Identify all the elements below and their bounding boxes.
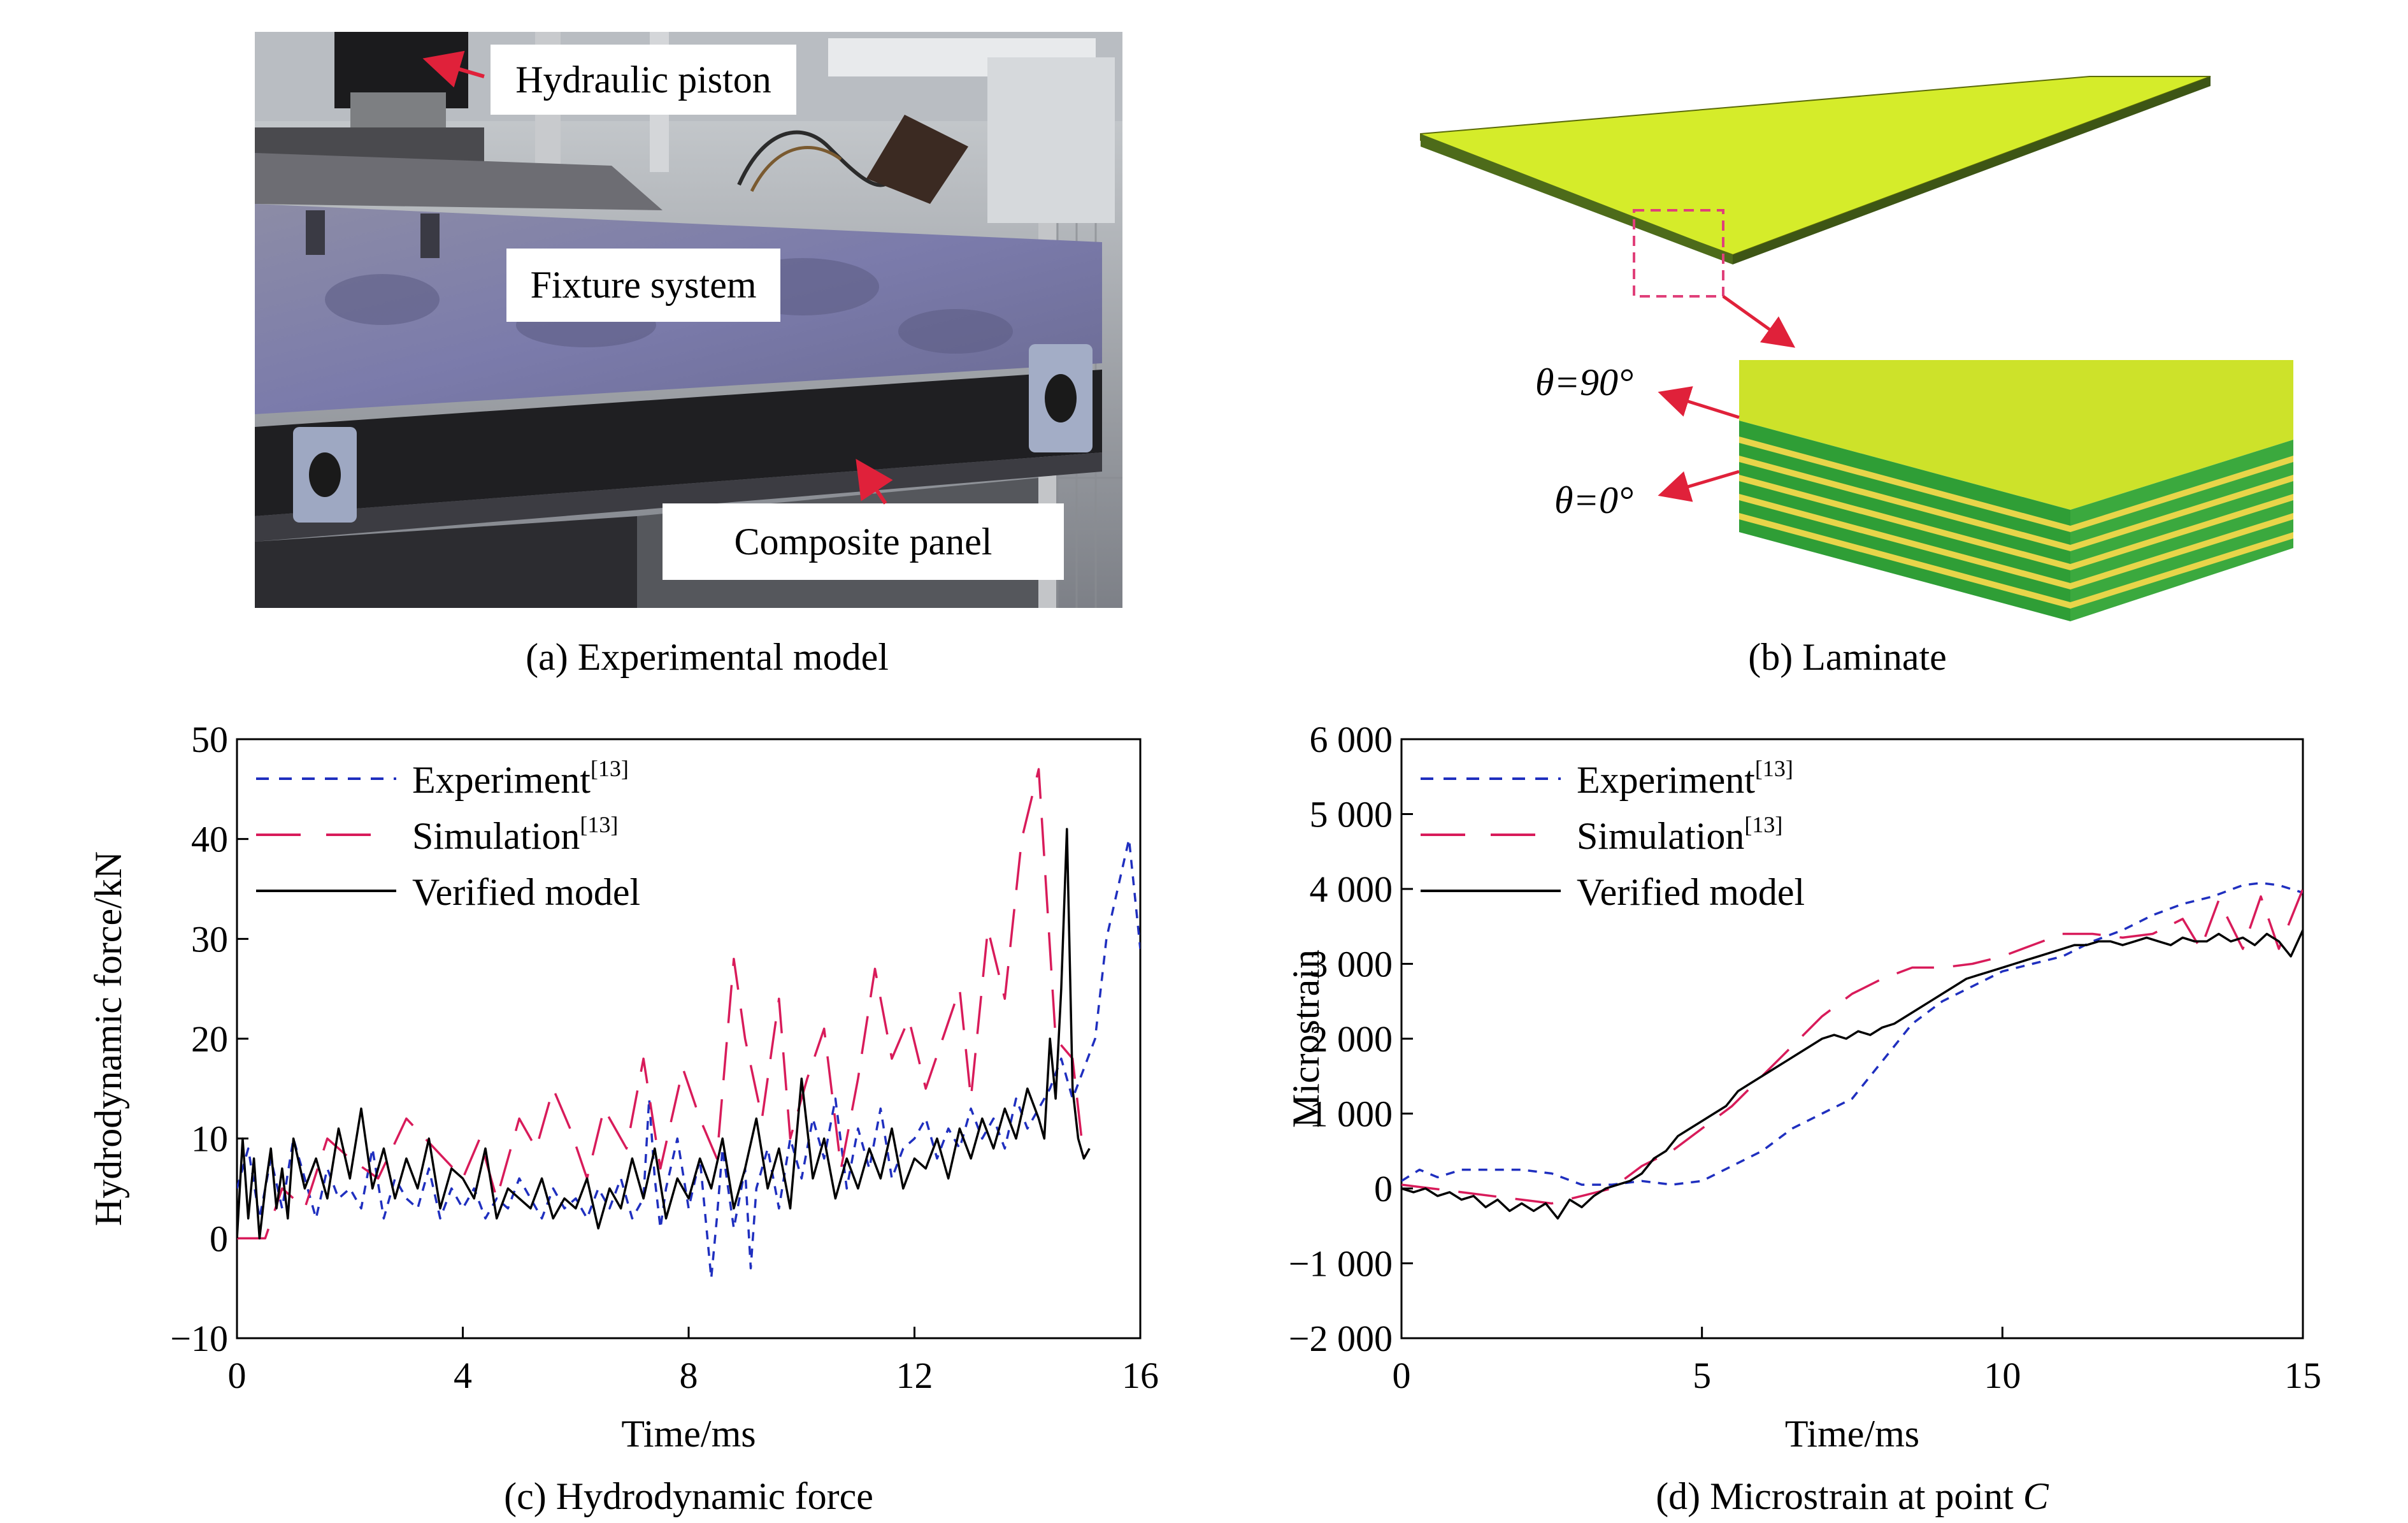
laminate-layers-side [2070, 440, 2293, 621]
piston-label-box [491, 45, 796, 115]
laminate-plate-side-edge [1733, 76, 2211, 264]
piston-arrow [422, 50, 485, 88]
series-line-experiment [1401, 881, 2303, 1186]
series-line-verified-model [1401, 929, 2303, 1220]
legend-label-sup: [13] [1755, 756, 1793, 781]
chart-microstrain: 0 5 10 15 6 000 5 000 4 000 3 000 2 000 1 000 0 −1 … [1285, 719, 2321, 1517]
laminate-diagram: θ=90° θ=0° [1420, 76, 2293, 621]
angle-90-arrow [1658, 386, 1740, 419]
fixture-label: Fixture system [530, 264, 757, 306]
y-tick-label: 4 000 [1310, 869, 1393, 910]
legend-label: Simulation[13] [1577, 812, 1782, 857]
series-line-verified-model [237, 828, 1091, 1240]
x-tick-label: 15 [2284, 1355, 2321, 1396]
legend-label-sup: [13] [591, 756, 629, 781]
legend-label: Simulation[13] [412, 812, 618, 857]
photo-arrows [422, 50, 893, 505]
angle-0-arrow [1658, 470, 1740, 502]
x-axis-label: Time/ms [621, 1413, 756, 1455]
laminate-plate-front-edge [1421, 134, 1733, 264]
laminate-block-top [1739, 360, 2293, 510]
panel-label-box [663, 503, 1064, 580]
zoom-arrow [1722, 294, 1796, 348]
y-tick-label: 40 [191, 819, 228, 860]
caption-a: (a) Experimental model [526, 636, 889, 678]
x-tick-label: 8 [680, 1355, 698, 1396]
series-line-experiment [237, 837, 1140, 1280]
y-tick-label: 0 [210, 1218, 228, 1259]
plot-frame [236, 738, 1142, 1339]
x-tick-label: 0 [228, 1355, 247, 1396]
y-tick-label: 20 [191, 1018, 228, 1060]
y-tick-label: 50 [191, 719, 228, 760]
laminate-layers-front [1739, 421, 2070, 621]
caption-b: (b) Laminate [1748, 636, 1947, 678]
x-tick-label: 10 [1984, 1355, 2021, 1396]
legend-label: Verified model [1577, 871, 1805, 913]
y-tick-label: 5 000 [1310, 794, 1393, 835]
legend-label: Experiment[13] [1577, 756, 1793, 801]
chart-caption-italic: C [2023, 1475, 2049, 1517]
panel-arrow [856, 459, 893, 505]
y-tick-label: 2 000 [1310, 1018, 1393, 1060]
y-tick-label: 30 [191, 918, 228, 960]
y-tick-label: −2 000 [1289, 1318, 1393, 1359]
x-axis-label: Time/ms [1785, 1413, 1919, 1455]
y-tick-label: 0 [1374, 1168, 1393, 1209]
y-tick-label: 1 000 [1310, 1094, 1393, 1135]
plot-frame [1400, 738, 2304, 1339]
piston-label: Hydraulic piston [515, 59, 771, 101]
legend-label-sup: [13] [580, 812, 618, 837]
x-tick-label: 4 [454, 1355, 472, 1396]
x-tick-label: 16 [1122, 1355, 1159, 1396]
zoom-box [1633, 209, 1724, 298]
x-tick-label: 12 [896, 1355, 933, 1396]
x-tick-label: 0 [1393, 1355, 1411, 1396]
series-line-simulation [1401, 888, 2303, 1205]
experimental-photo: Hydraulic piston Fixture system Composit… [255, 32, 1122, 608]
panel-label: Composite panel [734, 521, 993, 563]
y-axis-label: Microstrain [1285, 949, 1327, 1128]
legend-label: Verified model [412, 871, 640, 913]
legend-label-sup: [13] [1744, 812, 1782, 837]
y-tick-label: 6 000 [1310, 719, 1393, 760]
series-line-simulation [237, 768, 1086, 1240]
chart-caption: (c) Hydrodynamic force [504, 1475, 873, 1517]
y-axis-label: Hydrodynamic force/kN [87, 851, 129, 1226]
y-tick-label: 3 000 [1310, 944, 1393, 985]
y-tick-label: −1 000 [1289, 1243, 1393, 1285]
fixture-label-box [506, 249, 780, 322]
chart-hydrodynamic-force: 0 4 8 12 1650403020100−10Time/msHydrodynamic… [87, 719, 1159, 1517]
y-tick-label: −10 [170, 1318, 228, 1359]
chart-caption: (d) Microstrain at point C [1656, 1475, 2049, 1517]
y-tick-label: 10 [191, 1118, 228, 1160]
angle-0-label: θ=0° [1554, 479, 1633, 521]
x-tick-label: 5 [1693, 1355, 1711, 1396]
legend-label: Experiment[13] [412, 756, 629, 801]
angle-90-label: θ=90° [1535, 361, 1633, 403]
